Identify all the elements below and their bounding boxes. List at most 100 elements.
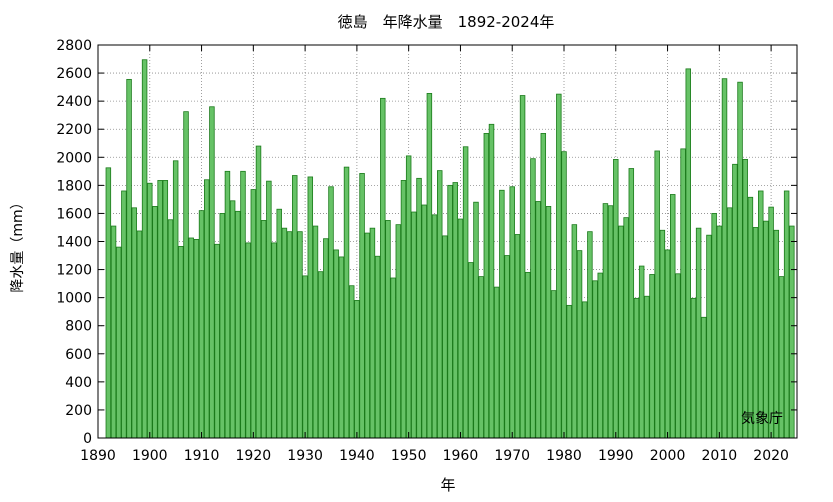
bar-1940 [354,300,360,439]
y-tick-label: 2800 [56,38,92,54]
bar-1936 [333,249,339,439]
bar-1915 [224,170,231,439]
bar-1922 [260,220,267,439]
bar-1983 [576,250,583,439]
bar-1961 [462,146,469,439]
bar-1993 [628,168,635,439]
bar-1901 [152,206,158,439]
bar-1994 [633,297,640,439]
bar-1980 [561,151,567,439]
x-tick-label: 1900 [132,448,168,464]
bar-1982 [571,224,578,439]
bar-1968 [499,189,505,439]
bar-1969 [504,255,510,439]
bar-2009 [711,213,717,439]
bar-2010 [716,225,723,439]
y-axis-label: 降水量（mm） [10,195,26,292]
bar-2013 [732,163,738,439]
bar-1916 [229,200,236,439]
bar-1951 [411,211,417,439]
x-tick-label: 2000 [650,448,686,464]
bar-2015 [742,158,748,439]
bar-1926 [281,227,288,439]
bar-1954 [426,93,433,439]
bar-1892 [105,167,112,439]
bar-1920 [250,189,257,439]
y-tick-label: 2000 [56,150,92,166]
bar-1990 [613,158,619,439]
bar-1978 [550,290,557,439]
bar-1948 [395,224,402,439]
bar-1927 [286,231,293,439]
bar-1905 [172,160,179,439]
bar-2018 [758,190,764,439]
bar-1966 [488,123,495,439]
bar-1973 [525,271,531,439]
bar-1991 [618,225,624,439]
bar-1970 [509,186,515,439]
bar-1999 [659,229,666,439]
bar-2020 [768,206,774,439]
bar-2008 [706,234,712,439]
x-tick-label: 1960 [443,448,479,464]
bar-1957 [442,235,448,439]
bar-1989 [607,205,614,439]
bar-2000 [664,249,671,439]
source-label: 気象庁 [741,411,783,427]
bars [105,59,795,439]
bar-1898 [136,230,143,439]
x-tick-label: 1910 [184,448,220,464]
bar-1942 [364,232,370,439]
bar-2003 [680,148,686,439]
bar-1934 [323,238,329,439]
bar-2019 [763,220,769,439]
bar-1946 [385,220,391,439]
bar-1913 [214,243,220,439]
bar-1924 [271,242,277,439]
bar-1971 [514,234,521,439]
bar-1896 [126,78,132,439]
bar-1985 [587,231,593,439]
bar-1960 [457,218,464,439]
bar-1903 [162,180,169,439]
bar-1979 [556,93,562,439]
bar-1952 [416,177,422,439]
x-tick-label: 2020 [753,448,789,464]
bar-1945 [380,97,386,439]
ticks [97,44,797,439]
y-tick-label: 2600 [56,66,92,82]
bar-1928 [292,175,298,439]
bar-1939 [348,285,355,439]
bar-1899 [141,59,148,439]
bar-1908 [188,237,194,439]
bar-1938 [343,166,350,439]
bar-2002 [675,273,681,439]
bar-1953 [421,204,427,439]
bar-1964 [478,276,484,439]
x-tick-label: 1930 [287,448,323,464]
bar-1955 [431,214,438,439]
y-tick-label: 600 [65,347,92,363]
bar-1921 [255,145,262,439]
bar-1965 [483,133,490,439]
bar-1967 [493,286,500,439]
y-tick-label: 1600 [56,206,92,222]
bar-1923 [266,180,272,439]
bar-1897 [131,207,137,439]
bar-1959 [452,182,458,439]
bar-2011 [721,78,728,439]
bar-1910 [198,210,205,439]
bar-1932 [312,225,319,439]
bar-2006 [695,227,702,439]
bar-1931 [307,176,314,439]
x-tick-label: 1950 [391,448,427,464]
bar-1962 [468,262,474,439]
x-tick-label: 1970 [494,448,530,464]
x-tick-label: 2010 [702,448,738,464]
y-tick-label: 1800 [56,178,92,194]
bar-1976 [540,133,547,439]
bar-1933 [317,271,324,439]
bar-1900 [147,182,153,439]
bar-1904 [167,219,174,439]
